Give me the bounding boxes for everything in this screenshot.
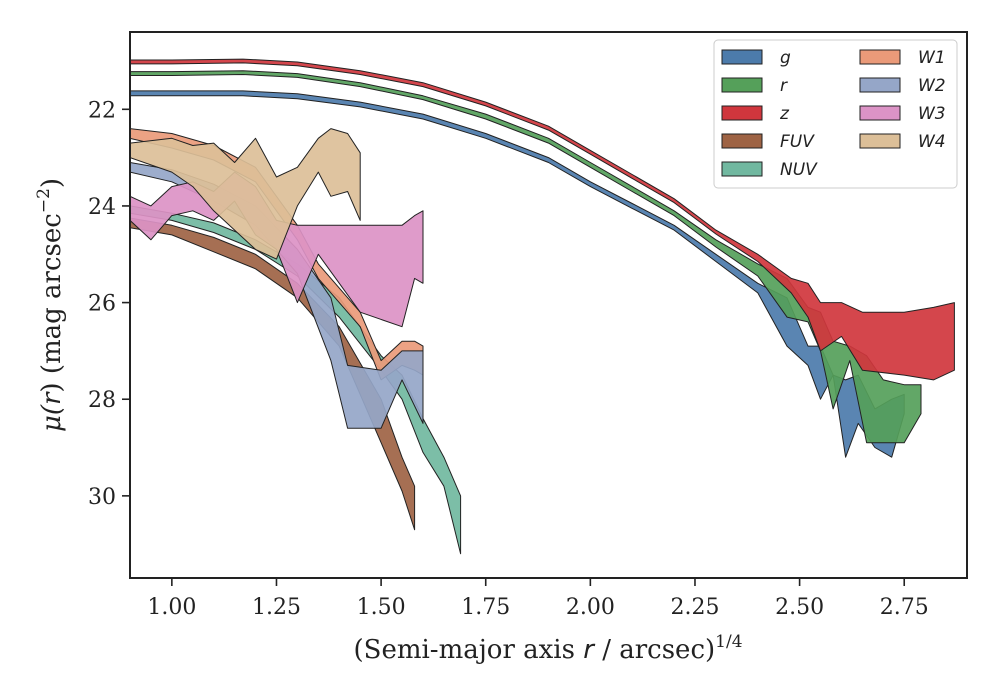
x-tick-label: 1.50 (357, 595, 406, 620)
y-tick-label: 24 (88, 195, 116, 220)
legend-swatch-w4 (859, 133, 901, 149)
y-tick-label: 22 (88, 98, 116, 123)
x-tick-label: 2.75 (880, 595, 929, 620)
legend-swatch-r (721, 77, 763, 93)
x-tick-label: 2.25 (670, 595, 719, 620)
y-tick-label: 26 (88, 292, 116, 317)
series-band-z (130, 58, 955, 381)
y-axis-label: μ(r) (mag arcsec−2) (34, 178, 67, 432)
legend-swatch-g (721, 49, 763, 65)
legend-label-w1: W1 (918, 48, 946, 68)
legend-label-w4: W4 (918, 132, 946, 152)
series-layer (130, 58, 955, 555)
y-tick-label: 28 (88, 388, 116, 413)
legend-swatch-fuv (721, 133, 763, 149)
legend-label-g: g (780, 48, 791, 68)
x-tick-label: 2.00 (566, 595, 615, 620)
series-band-r (130, 70, 922, 444)
legend-label-w2: W2 (918, 76, 946, 96)
legend-label-fuv: FUV (780, 132, 815, 152)
y-tick-label: 30 (88, 485, 116, 510)
legend-items: grz FUV NUV W1 W2 W3 W4 (721, 48, 946, 180)
plot-frame (129, 31, 968, 579)
legend-swatch-z (721, 105, 763, 121)
x-tick-label: 1.25 (252, 595, 301, 620)
ticks-layer: 1.00 1.25 1.50 1.75 2.00 2.25 2.50 2.75 22 24 26 28… (88, 98, 929, 620)
legend-swatch-w3 (859, 105, 901, 121)
legend-label-w3: W3 (918, 104, 946, 124)
x-tick-label: 2.50 (775, 595, 824, 620)
legend-label-r: r (780, 76, 788, 96)
series-band-w4 (130, 128, 361, 260)
legend-swatch-w2 (859, 77, 901, 93)
x-tick-label: 1.00 (147, 595, 196, 620)
legend-swatch-nuv (721, 161, 763, 177)
legend-label-z: z (779, 104, 790, 124)
legend-box (713, 39, 958, 189)
x-tick-label: 1.75 (461, 595, 510, 620)
legend: grz FUV NUV W1 W2 W3 W4 (713, 39, 958, 189)
legend-swatch-w1 (859, 49, 901, 65)
x-axis-label: (Semi-major axis r / arcsec)1/4 (353, 632, 742, 665)
legend-label-nuv: NUV (780, 160, 818, 180)
